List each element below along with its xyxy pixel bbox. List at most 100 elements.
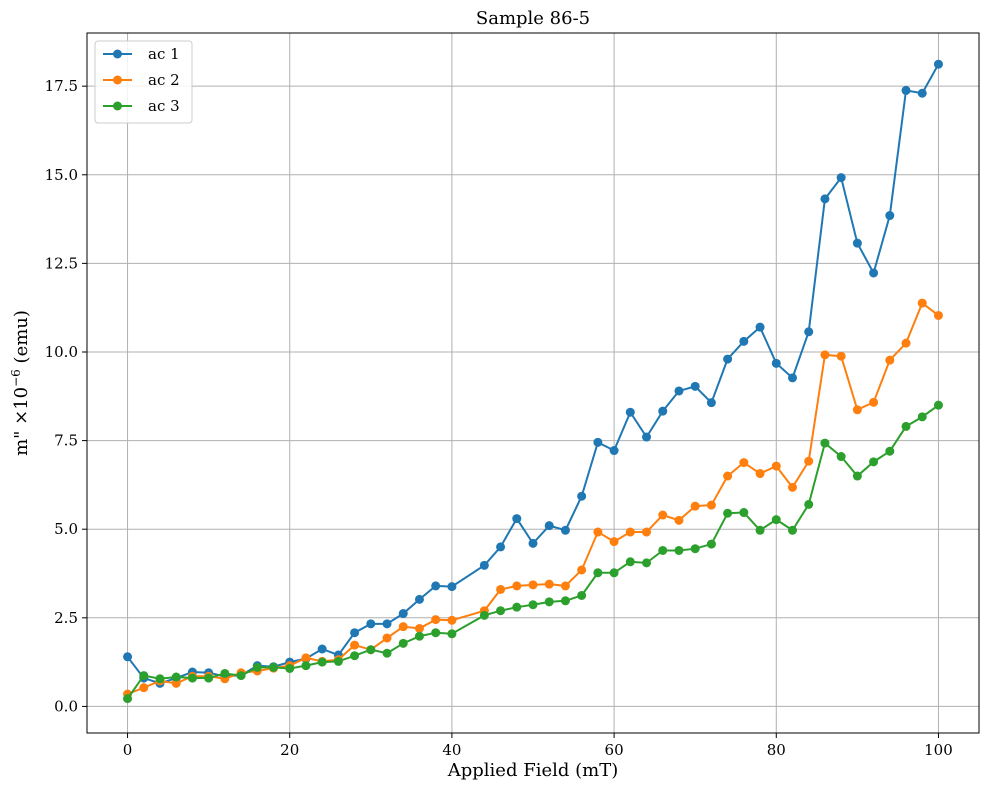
data-point bbox=[706, 398, 716, 408]
x-tick-label: 40 bbox=[442, 741, 461, 759]
data-point bbox=[398, 609, 408, 619]
data-point bbox=[658, 510, 668, 520]
legend-item: ac 2 bbox=[103, 71, 180, 89]
y-tick-label: 15.0 bbox=[45, 166, 78, 184]
data-point bbox=[139, 671, 149, 681]
data-point bbox=[350, 628, 360, 638]
data-point bbox=[414, 594, 424, 604]
data-point bbox=[544, 597, 554, 607]
plot-frame bbox=[86, 32, 980, 734]
data-point bbox=[479, 560, 489, 570]
y-tick-label: 10.0 bbox=[45, 343, 78, 361]
y-axis-label: m" ×10−6 (emu) bbox=[9, 310, 32, 456]
data-point bbox=[236, 671, 246, 681]
data-point bbox=[187, 673, 197, 683]
data-point bbox=[252, 662, 262, 672]
data-point bbox=[852, 471, 862, 481]
data-point bbox=[431, 615, 441, 625]
legend: ac 1 ac 2 ac 3 bbox=[94, 40, 193, 124]
data-point bbox=[625, 557, 635, 567]
y-tick-label: 0.0 bbox=[54, 697, 78, 715]
data-point bbox=[658, 545, 668, 555]
legend-label: ac 1 bbox=[148, 45, 180, 63]
data-point bbox=[820, 194, 830, 204]
data-point bbox=[350, 640, 360, 650]
data-point bbox=[382, 633, 392, 643]
data-point bbox=[739, 336, 749, 346]
data-point bbox=[528, 538, 538, 548]
data-point bbox=[414, 631, 424, 641]
data-point bbox=[577, 590, 587, 600]
data-point bbox=[674, 515, 684, 525]
data-point bbox=[593, 568, 603, 578]
data-point bbox=[528, 600, 538, 610]
legend-item: ac 3 bbox=[103, 97, 180, 115]
data-point bbox=[901, 338, 911, 348]
data-point bbox=[593, 437, 603, 447]
legend-swatch-marker bbox=[113, 101, 122, 111]
data-point bbox=[852, 405, 862, 415]
y-tick-label: 17.5 bbox=[45, 77, 78, 95]
data-point bbox=[820, 438, 830, 448]
data-point bbox=[885, 355, 895, 365]
data-point bbox=[317, 657, 327, 667]
data-point bbox=[869, 268, 879, 278]
x-tick-label: 80 bbox=[767, 741, 786, 759]
data-point bbox=[674, 545, 684, 555]
data-point bbox=[398, 638, 408, 648]
x-tick-label: 60 bbox=[605, 741, 624, 759]
data-point bbox=[431, 628, 441, 638]
data-point bbox=[447, 615, 457, 625]
data-point bbox=[544, 579, 554, 589]
legend-swatch-marker bbox=[113, 49, 122, 59]
data-point bbox=[479, 610, 489, 620]
y-tick-label: 5.0 bbox=[54, 520, 78, 538]
grid bbox=[87, 33, 979, 733]
data-point bbox=[901, 85, 911, 95]
data-point bbox=[674, 386, 684, 396]
data-point bbox=[609, 537, 619, 547]
data-point bbox=[382, 619, 392, 629]
data-point bbox=[917, 298, 927, 308]
data-point bbox=[431, 581, 441, 591]
data-point bbox=[869, 397, 879, 407]
data-point bbox=[609, 568, 619, 578]
x-axis-label: Applied Field (mT) bbox=[447, 760, 618, 781]
data-point bbox=[398, 622, 408, 632]
y-axis-label-exponent: −6 bbox=[9, 369, 23, 387]
data-point bbox=[285, 663, 295, 673]
data-point bbox=[220, 668, 230, 678]
data-point bbox=[755, 469, 765, 479]
data-point bbox=[609, 446, 619, 456]
data-point bbox=[317, 644, 327, 654]
series-layer bbox=[123, 59, 943, 704]
data-point bbox=[204, 673, 214, 683]
data-point bbox=[301, 653, 311, 663]
data-point bbox=[755, 525, 765, 535]
data-point bbox=[625, 407, 635, 417]
data-point bbox=[171, 678, 181, 688]
data-point bbox=[496, 542, 506, 552]
data-point bbox=[690, 501, 700, 511]
y-axis-label-main: m" ×10 bbox=[11, 387, 32, 456]
data-point bbox=[690, 544, 700, 554]
x-tick-label: 100 bbox=[924, 741, 953, 759]
data-point bbox=[301, 661, 311, 671]
data-point bbox=[447, 582, 457, 592]
data-point bbox=[139, 683, 149, 693]
data-point bbox=[577, 491, 587, 501]
y-tick-label: 12.5 bbox=[45, 254, 78, 272]
data-point bbox=[787, 525, 797, 535]
data-point bbox=[447, 629, 457, 639]
data-point bbox=[642, 432, 652, 442]
data-point bbox=[755, 322, 765, 332]
data-point bbox=[155, 674, 165, 684]
data-point bbox=[836, 173, 846, 183]
data-point bbox=[804, 499, 814, 509]
data-point bbox=[658, 406, 668, 416]
data-point bbox=[820, 350, 830, 360]
axis-ticks: 0 20 40 60 80 100 0.0 2.5 5.0 7.5 10.0 12.5 15.0 17.5 bbox=[45, 77, 953, 759]
legend-label: ac 3 bbox=[148, 97, 180, 115]
